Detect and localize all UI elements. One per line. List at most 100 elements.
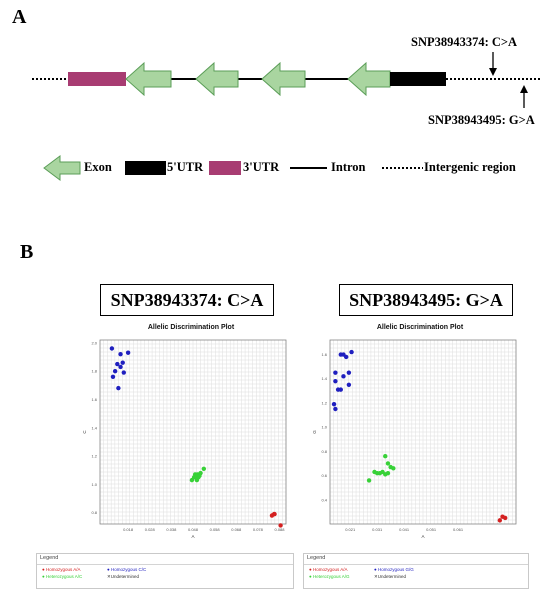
data-point	[385, 461, 391, 466]
panel-a-letter: A	[12, 6, 27, 28]
x-tick-label: 0.048	[188, 527, 199, 532]
plot1-legend: Legend ● Homozygous A/A ● Homozygous C/C…	[36, 553, 294, 589]
y-tick-label: 0.8	[321, 449, 327, 454]
y-axis-label: G	[312, 430, 317, 434]
plot1-legend-undetermined: ✕Undetermined	[107, 574, 140, 579]
data-point	[201, 466, 207, 471]
data-point	[385, 470, 391, 476]
x-axis-label: A	[421, 534, 424, 539]
y-tick-label: 1.2	[91, 454, 97, 459]
y-tick-label: 1.0	[321, 425, 327, 430]
legend-intergenic-label: Intergenic region	[424, 160, 516, 174]
legend-exon-label: Exon	[84, 160, 112, 174]
y-tick-label: 1.2	[321, 400, 327, 405]
y-tick-label: 0.8	[91, 510, 97, 515]
plot2-legend-aa: ● Homozygous A/A	[309, 567, 348, 572]
x-tick-label: 0.038	[166, 527, 177, 532]
legend-utr3-icon	[209, 161, 241, 175]
data-point	[116, 385, 121, 391]
data-point	[333, 406, 338, 412]
panel-b-letter: B	[20, 241, 34, 263]
data-point	[338, 387, 343, 392]
plot2-title: Allelic Discrimination Plot	[376, 324, 464, 331]
x-tick-label: 0.041	[399, 527, 410, 532]
series-homozygous-g-g	[331, 349, 354, 412]
data-point	[110, 374, 116, 379]
series-heterozygous-a-c	[189, 466, 207, 483]
x-tick-label: 0.021	[345, 527, 356, 532]
plot2-legend-ag: ● Heterozygous A/G	[309, 574, 350, 579]
x-tick-label: 0.051	[426, 527, 437, 532]
data-point	[346, 382, 352, 387]
legend-utr5-label: 5'UTR	[167, 160, 204, 174]
data-point	[115, 361, 120, 367]
exon-arrow-3	[261, 61, 306, 97]
x-tick-label: 0.068	[231, 527, 242, 532]
y-tick-label: 1.8	[91, 369, 97, 374]
plot1-legend-aa: ● Homozygous A/A	[42, 567, 81, 572]
data-point	[343, 354, 349, 360]
data-point	[118, 351, 123, 357]
data-point	[112, 368, 118, 374]
plot2-legend: Legend ● Homozygous A/A ● Homozygous G/G…	[303, 553, 529, 589]
plot2-snp-title: SNP38943495: G>A	[339, 284, 513, 316]
plot1-legend-ac: ● Heterozygous A/C	[42, 574, 83, 579]
snp-label-bottom: SNP38943495: G>A	[428, 113, 535, 127]
y-tick-label: 2.0	[91, 340, 97, 345]
plot-frame	[329, 339, 517, 525]
series-homozygous-a-a	[269, 511, 283, 528]
plot2-scatter: 0.021 0.031 0.041 0.051 0.061 0.4 0.6 0.8 1.0 1.2…	[312, 339, 517, 539]
grid	[329, 339, 517, 525]
plot-frame	[99, 339, 287, 525]
x-tick-label: 0.078	[253, 527, 264, 532]
x-tick-label: 0.058	[210, 527, 221, 532]
data-point	[341, 374, 346, 379]
series-homozygous-a-a	[497, 514, 508, 523]
legend-intron-label: Intron	[331, 160, 366, 174]
plot1-legend-title: Legend	[40, 555, 59, 561]
plot1-snp-title: SNP38943374: C>A	[100, 284, 274, 316]
y-tick-label: 0.4	[321, 497, 327, 502]
data-point	[383, 454, 388, 459]
y-tick-label: 1.4	[321, 376, 327, 381]
data-point	[198, 470, 203, 476]
data-point	[349, 349, 354, 355]
x-axis-label: A	[191, 534, 194, 539]
data-point	[331, 401, 337, 407]
plot2-legend-undetermined: ✕Undetermined	[374, 574, 407, 579]
plot1-scatter: 0.018 0.028 0.038 0.048 0.058 0.068 0.078 0.088…	[82, 339, 287, 539]
y-tick-label: 0.6	[321, 473, 327, 478]
series-homozygous-c-c	[109, 346, 131, 391]
legend-exon-icon	[43, 155, 81, 181]
plot1-legend-cc: ● Homozygous C/C	[107, 567, 147, 572]
exon-arrow-2	[195, 61, 239, 97]
exon-arrow-1	[125, 61, 172, 97]
data-point	[125, 350, 131, 355]
x-tick-label: 0.061	[453, 527, 464, 532]
snp-label-top: SNP38943374: C>A	[411, 35, 518, 49]
plot2-legend-gg: ● Homozygous G/G	[374, 567, 414, 572]
plot2-legend-title: Legend	[307, 555, 326, 561]
data-point	[366, 478, 372, 483]
x-tick-label: 0.018	[123, 527, 134, 532]
plot1-title: Allelic Discrimination Plot	[147, 324, 235, 331]
x-tick-label: 0.031	[372, 527, 383, 532]
data-point	[120, 360, 125, 365]
y-tick-label: 1.0	[91, 482, 97, 487]
y-tick-label: 1.6	[321, 352, 327, 357]
exon-arrow-4	[347, 61, 391, 97]
data-point	[333, 378, 338, 384]
legend-utr5-icon	[125, 161, 166, 175]
utr5-block	[390, 72, 446, 86]
data-point	[272, 511, 277, 517]
data-point	[333, 370, 338, 375]
x-tick-label: 0.088	[275, 527, 286, 532]
x-tick-label: 0.028	[145, 527, 156, 532]
gene-structure-diagram	[32, 52, 540, 181]
legend-utr3-label: 3'UTR	[243, 160, 280, 174]
data-point	[121, 370, 126, 375]
data-point	[109, 346, 115, 351]
y-tick-label: 1.6	[91, 397, 97, 402]
data-point	[118, 364, 123, 370]
y-axis-label: C	[82, 430, 87, 434]
